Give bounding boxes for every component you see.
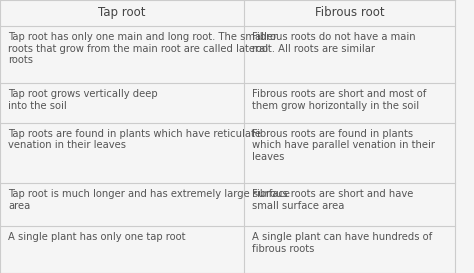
Text: A single plant has only one tap root: A single plant has only one tap root [8,232,186,242]
Text: Fibrous roots are short and have
small surface area: Fibrous roots are short and have small s… [252,189,413,211]
Text: Tap root has only one main and long root. The smaller
roots that grow from the m: Tap root has only one main and long root… [8,32,277,65]
Text: Fibrous root: Fibrous root [315,7,384,19]
Text: Tap root: Tap root [98,7,146,19]
Text: Fibrous roots do not have a main
root. All roots are similar: Fibrous roots do not have a main root. A… [252,32,415,54]
Text: Tap root grows vertically deep
into the soil: Tap root grows vertically deep into the … [8,89,158,111]
Text: Fibrous roots are found in plants
which have parallel venation in their
leaves: Fibrous roots are found in plants which … [252,129,435,162]
Text: Fibrous roots are short and most of
them grow horizontally in the soil: Fibrous roots are short and most of them… [252,89,426,111]
Text: Tap root is much longer and has extremely large surface
area: Tap root is much longer and has extremel… [8,189,290,211]
Text: A single plant can have hundreds of
fibrous roots: A single plant can have hundreds of fibr… [252,232,432,254]
Text: Tap roots are found in plants which have reticulate
venation in their leaves: Tap roots are found in plants which have… [8,129,261,150]
